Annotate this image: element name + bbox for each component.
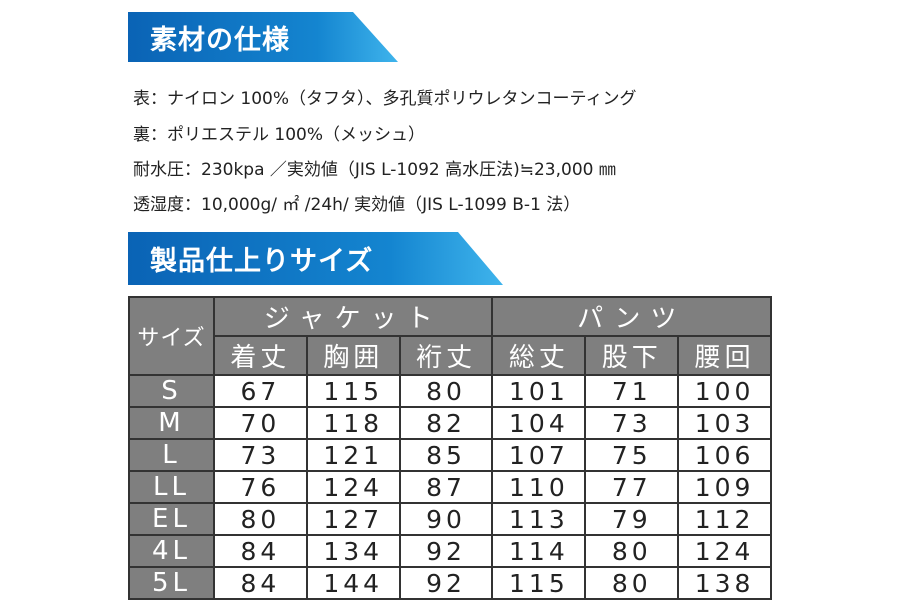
section-title: 素材の仕様 (150, 24, 290, 56)
table-row: LL 76 124 87 110 77 109 (128, 470, 772, 504)
group-header: パンツ (491, 296, 772, 337)
table-row: L 73 121 85 107 75 106 (128, 438, 772, 472)
size-table: サイズ ジャケット パンツ 着丈 胸囲 裄丈 総丈 股下 腰回 S 67 115 80 101 71 100 M… (128, 296, 772, 600)
value-cell: 85 (398, 438, 494, 472)
value-cell: 106 (677, 438, 772, 472)
value-cell: 76 (213, 470, 308, 504)
column-header: 着丈 (213, 335, 308, 376)
value-cell: 90 (398, 502, 494, 536)
value-cell: 138 (677, 566, 772, 600)
value-cell: 112 (677, 502, 772, 536)
value-cell: 114 (491, 534, 587, 568)
section-banner: 素材の仕様 (128, 12, 398, 62)
value-cell: 73 (584, 406, 680, 440)
value-cell: 80 (584, 566, 680, 600)
size-cell: L (128, 438, 215, 472)
column-header: 総丈 (491, 335, 587, 376)
table-row: S 67 115 80 101 71 100 (128, 374, 772, 408)
size-cell: M (128, 406, 215, 440)
size-cell: S (128, 374, 215, 408)
size-cell: EL (128, 502, 215, 536)
value-cell: 82 (398, 406, 494, 440)
banner-shape (128, 12, 398, 62)
value-cell: 127 (305, 502, 401, 536)
value-cell: 118 (305, 406, 401, 440)
table-row: EL 80 127 90 113 79 112 (128, 502, 772, 536)
section-banner: 製品仕上りサイズ (128, 232, 503, 285)
value-cell: 73 (213, 438, 308, 472)
value-cell: 75 (584, 438, 680, 472)
value-cell: 113 (491, 502, 587, 536)
value-cell: 79 (584, 502, 680, 536)
section-title: 製品仕上りサイズ (150, 246, 374, 277)
spec-line: 耐水圧：230kpa ／実効値（JIS L-1092 高水圧法)≒23,000 … (133, 160, 616, 180)
value-cell: 70 (213, 406, 308, 440)
value-cell: 144 (305, 566, 401, 600)
value-cell: 84 (213, 534, 308, 568)
value-cell: 71 (584, 374, 680, 408)
value-cell: 80 (213, 502, 308, 536)
value-cell: 110 (491, 470, 587, 504)
value-cell: 104 (491, 406, 587, 440)
corner-cell: サイズ (128, 296, 215, 376)
value-cell: 80 (584, 534, 680, 568)
header-row: サイズ ジャケット パンツ (128, 296, 772, 376)
table-row: 5L 84 144 92 115 80 138 (128, 566, 772, 600)
value-cell: 124 (677, 534, 772, 568)
size-cell: 4L (128, 534, 215, 568)
value-cell: 115 (491, 566, 587, 600)
size-cell: LL (128, 470, 215, 504)
spec-line: 表：ナイロン 100%（タフタ）、多孔質ポリウレタンコーティング (133, 89, 637, 109)
column-header: 裄丈 (398, 335, 494, 376)
value-cell: 80 (398, 374, 494, 408)
value-cell: 77 (584, 470, 680, 504)
group-header: ジャケット (212, 296, 494, 337)
column-header: 股下 (584, 335, 680, 376)
value-cell: 115 (305, 374, 401, 408)
header-row: 着丈 胸囲 裄丈 総丈 股下 腰回 (129, 335, 772, 376)
value-cell: 92 (398, 534, 494, 568)
spec-line: 透湿度：10,000g/ ㎡ /24h/ 実効値（JIS L-1099 B-1 … (133, 195, 581, 215)
column-header: 胸囲 (305, 335, 401, 376)
value-cell: 92 (398, 566, 494, 600)
column-header: 腰回 (677, 335, 772, 376)
value-cell: 107 (491, 438, 587, 472)
value-cell: 109 (677, 470, 772, 504)
value-cell: 100 (677, 374, 772, 408)
value-cell: 87 (398, 470, 494, 504)
table-row: 4L 84 134 92 114 80 124 (128, 534, 772, 568)
value-cell: 67 (213, 374, 308, 408)
value-cell: 124 (305, 470, 401, 504)
value-cell: 121 (305, 438, 401, 472)
value-cell: 103 (677, 406, 772, 440)
banner-shape (128, 232, 503, 285)
value-cell: 134 (305, 534, 401, 568)
table-row: M 70 118 82 104 73 103 (128, 406, 772, 440)
value-cell: 101 (491, 374, 587, 408)
value-cell: 84 (213, 566, 308, 600)
size-cell: 5L (128, 566, 215, 600)
spec-line: 裏：ポリエステル 100%（メッシュ） (133, 125, 426, 145)
